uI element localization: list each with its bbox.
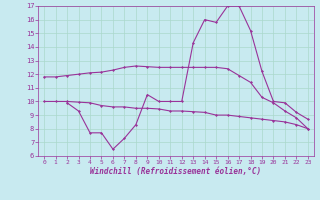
X-axis label: Windchill (Refroidissement éolien,°C): Windchill (Refroidissement éolien,°C) (91, 167, 261, 176)
